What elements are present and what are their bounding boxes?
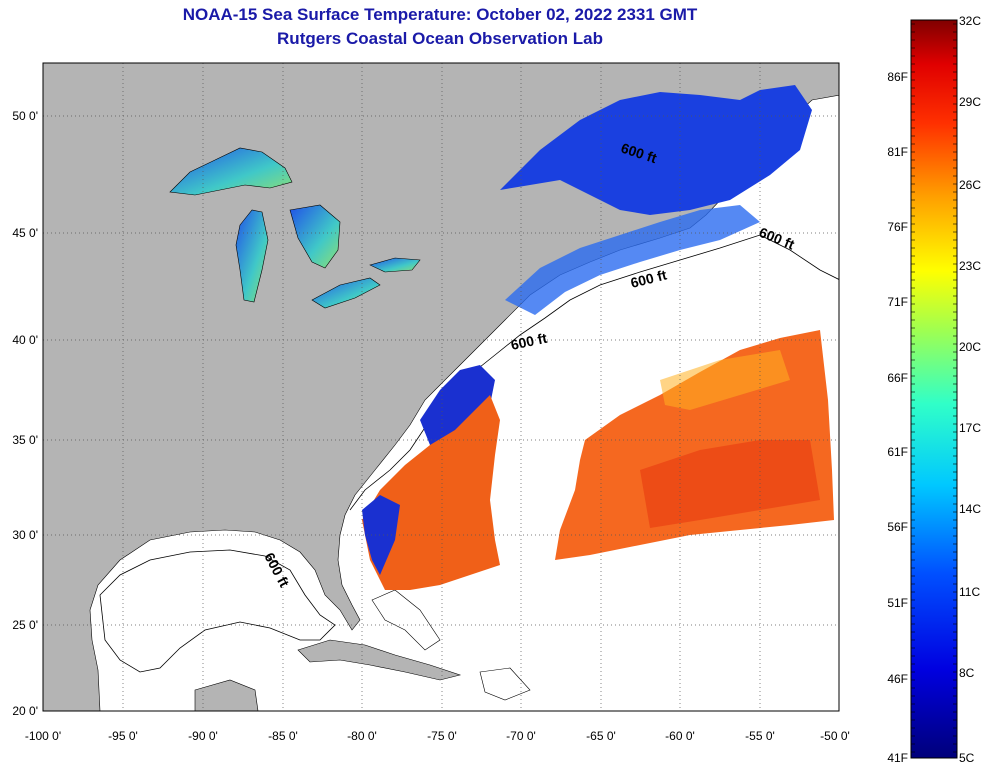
colorbar-c-label: 14C: [959, 502, 981, 516]
colorbar-f-label: 56F: [887, 520, 908, 534]
lat-label: 25 0': [12, 618, 38, 632]
colorbar-c-label: 23C: [959, 259, 981, 273]
colorbar-c-label: 29C: [959, 95, 981, 109]
gulf-stream-sst: [362, 395, 500, 590]
lon-label: -95 0': [108, 729, 138, 743]
map-subtitle: Rutgers Coastal Ocean Observation Lab: [277, 29, 603, 48]
graticule: [43, 63, 839, 711]
st-lawrence-sst: [500, 85, 812, 215]
isobath-label-4: 600 ft: [509, 330, 548, 353]
lake-superior: [169, 147, 293, 196]
land-bahamas: [371, 589, 441, 651]
lat-label: 35 0': [12, 433, 38, 447]
lat-label: 40 0': [12, 333, 38, 347]
map-area: [43, 63, 839, 711]
lon-axis: -100 0' -95 0' -90 0' -85 0' -80 0' -75 …: [25, 729, 850, 743]
lon-label: -55 0': [745, 729, 775, 743]
florida-cold-patch: [362, 495, 400, 575]
colorbar-f-label: 86F: [887, 70, 908, 84]
lat-axis: 50 0' 45 0' 40 0' 35 0' 30 0' 25 0' 20 0…: [12, 109, 38, 718]
eastern-swath-cool: [660, 350, 790, 410]
map-border: [42, 62, 840, 712]
colorbar-c-label: 32C: [959, 14, 981, 28]
colorbar-f-label: 71F: [887, 295, 908, 309]
lon-label: -90 0': [188, 729, 218, 743]
colorbar-c-label: 20C: [959, 340, 981, 354]
st-lawrence-shelf-sst: [505, 205, 760, 315]
map-title: NOAA-15 Sea Surface Temperature: October…: [182, 5, 698, 24]
land-yucatan: [194, 679, 259, 711]
eastern-swath-inner: [640, 440, 820, 528]
lake-ontario: [369, 257, 421, 273]
lon-label: -70 0': [506, 729, 536, 743]
lat-label: 45 0': [12, 226, 38, 240]
colorbar-f-label: 81F: [887, 145, 908, 159]
lake-huron: [289, 204, 341, 269]
land-cuba: [297, 639, 462, 681]
lon-label: -50 0': [820, 729, 850, 743]
colorbar-f-label: 61F: [887, 445, 908, 459]
lon-label: -80 0': [347, 729, 377, 743]
lon-label: -65 0': [586, 729, 616, 743]
lat-label: 20 0': [12, 704, 38, 718]
lon-label: -100 0': [25, 729, 61, 743]
lake-erie: [311, 277, 381, 309]
lon-label: -75 0': [427, 729, 457, 743]
colorbar-c-label: 8C: [959, 666, 975, 680]
lat-label: 50 0': [12, 109, 38, 123]
colorbar-c-label: 11C: [959, 585, 980, 599]
midatlantic-cold-sst: [420, 365, 495, 450]
colorbar-f-label: 46F: [887, 672, 908, 686]
colorbar-f-label: 66F: [887, 371, 908, 385]
colorbar-c-label: 26C: [959, 178, 981, 192]
lat-label: 30 0': [12, 528, 38, 542]
lon-label: -60 0': [665, 729, 695, 743]
colorbar-f-label: 41F: [887, 751, 908, 765]
colorbar-c-label: 5C: [959, 751, 975, 765]
colorbar: 86F 81F 76F 71F 66F 61F 56F 51F 46F 41F …: [887, 14, 981, 765]
land-hispaniola: [479, 667, 531, 701]
colorbar-f-label: 76F: [887, 220, 908, 234]
colorbar-c-label: 17C: [959, 421, 981, 435]
colorbar-f-label: 51F: [887, 596, 908, 610]
lon-label: -85 0': [268, 729, 298, 743]
